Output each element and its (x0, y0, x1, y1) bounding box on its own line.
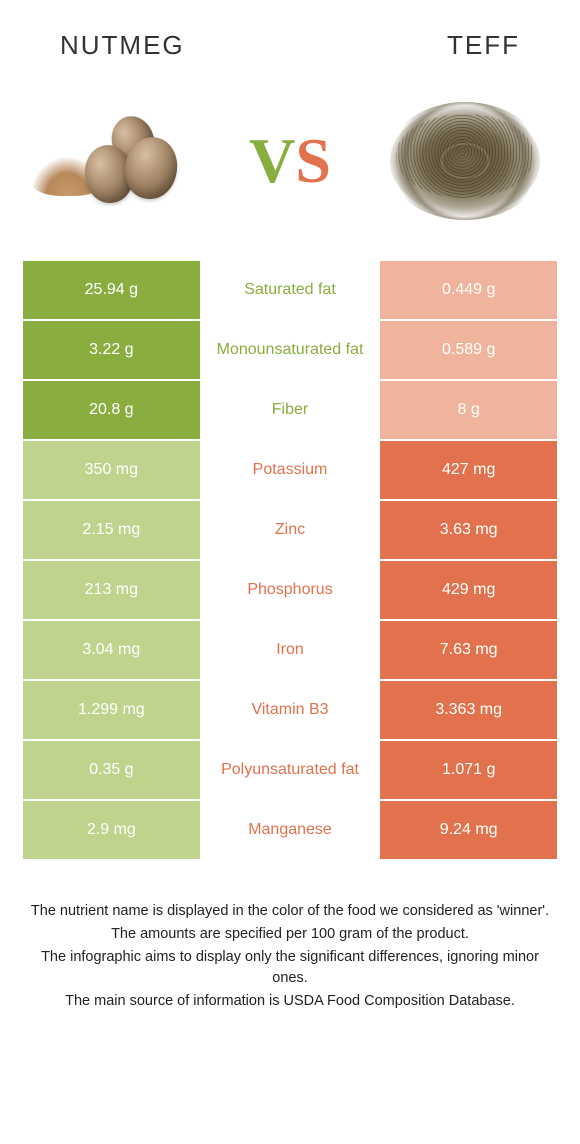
footer-line: The main source of information is USDA F… (30, 991, 550, 1012)
left-value: 1.299 mg (23, 681, 202, 739)
header: Nutmeg Teff (0, 0, 580, 71)
nutrient-label: Vitamin B3 (202, 681, 381, 739)
right-value: 429 mg (380, 561, 557, 619)
hero-row: VS (0, 71, 580, 261)
right-value: 8 g (380, 381, 557, 439)
left-value: 25.94 g (23, 261, 202, 319)
left-food-title: Nutmeg (60, 30, 185, 61)
footer-notes: The nutrient name is displayed in the co… (30, 901, 550, 1012)
table-row: 2.9 mgManganese9.24 mg (23, 801, 557, 861)
vs-s: S (295, 125, 331, 196)
nutrient-label: Manganese (202, 801, 381, 859)
footer-line: The infographic aims to display only the… (30, 947, 550, 989)
vs-label: VS (249, 124, 331, 198)
nutrient-label: Fiber (202, 381, 381, 439)
left-value: 3.22 g (23, 321, 202, 379)
right-value: 427 mg (380, 441, 557, 499)
left-value: 2.15 mg (23, 501, 202, 559)
comparison-table: 25.94 gSaturated fat0.449 g3.22 gMonouns… (23, 261, 557, 861)
nutrient-label: Saturated fat (202, 261, 381, 319)
right-food-title: Teff (447, 30, 520, 61)
table-row: 25.94 gSaturated fat0.449 g (23, 261, 557, 321)
nutmeg-illustration (30, 101, 200, 221)
left-value: 350 mg (23, 441, 202, 499)
table-row: 20.8 gFiber8 g (23, 381, 557, 441)
left-value: 0.35 g (23, 741, 202, 799)
table-row: 0.35 gPolyunsaturated fat1.071 g (23, 741, 557, 801)
nutrient-label: Monounsaturated fat (202, 321, 381, 379)
left-value: 3.04 mg (23, 621, 202, 679)
teff-illustration (380, 101, 550, 221)
table-row: 3.04 mgIron7.63 mg (23, 621, 557, 681)
nutrient-label: Potassium (202, 441, 381, 499)
left-value: 2.9 mg (23, 801, 202, 859)
table-row: 1.299 mgVitamin B33.363 mg (23, 681, 557, 741)
footer-line: The amounts are specified per 100 gram o… (30, 924, 550, 945)
right-value: 3.63 mg (380, 501, 557, 559)
table-row: 213 mgPhosphorus429 mg (23, 561, 557, 621)
table-row: 350 mgPotassium427 mg (23, 441, 557, 501)
right-value: 3.363 mg (380, 681, 557, 739)
left-value: 20.8 g (23, 381, 202, 439)
nutrient-label: Polyunsaturated fat (202, 741, 381, 799)
nutrient-label: Iron (202, 621, 381, 679)
table-row: 2.15 mgZinc3.63 mg (23, 501, 557, 561)
nutrient-label: Zinc (202, 501, 381, 559)
right-value: 1.071 g (380, 741, 557, 799)
table-row: 3.22 gMonounsaturated fat0.589 g (23, 321, 557, 381)
right-value: 7.63 mg (380, 621, 557, 679)
right-value: 0.449 g (380, 261, 557, 319)
right-value: 0.589 g (380, 321, 557, 379)
footer-line: The nutrient name is displayed in the co… (30, 901, 550, 922)
nutrient-label: Phosphorus (202, 561, 381, 619)
right-value: 9.24 mg (380, 801, 557, 859)
left-value: 213 mg (23, 561, 202, 619)
vs-v: V (249, 125, 295, 196)
